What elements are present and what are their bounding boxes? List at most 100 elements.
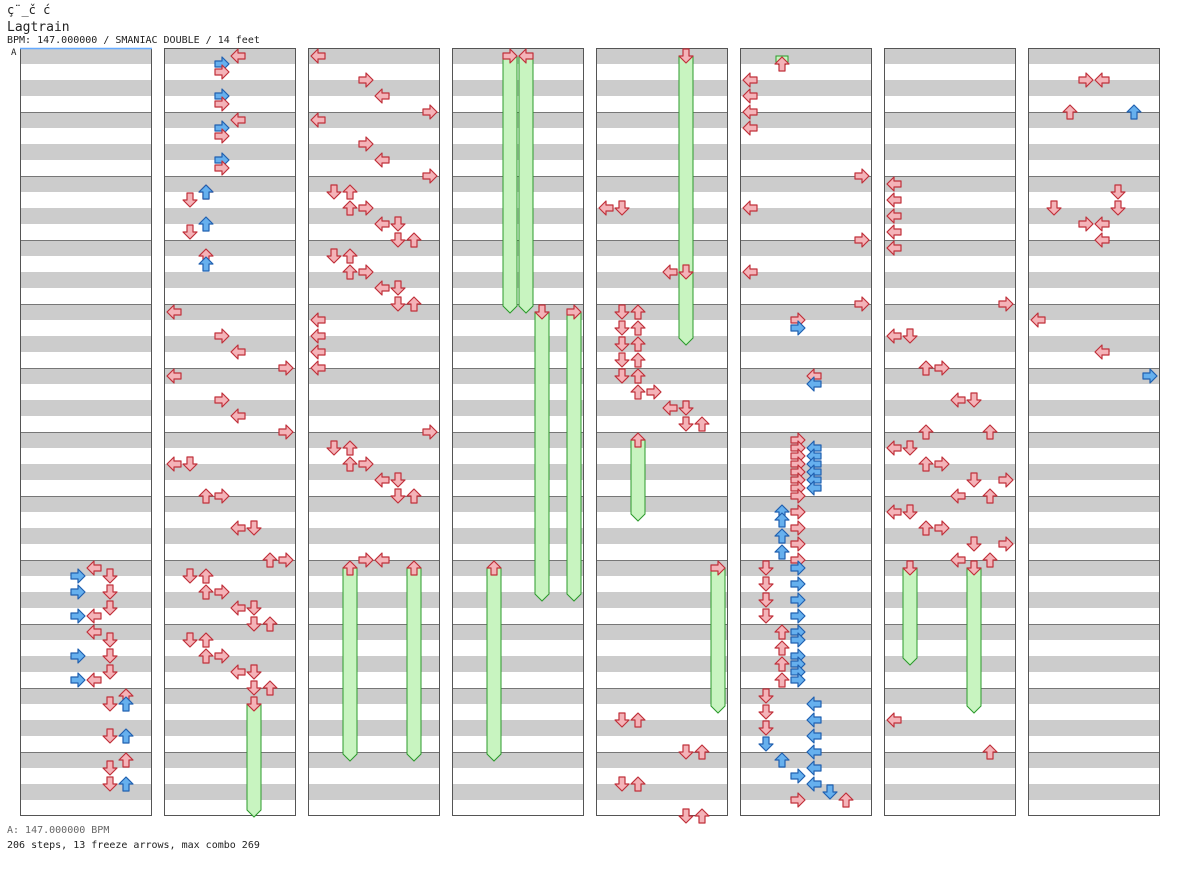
- beat-stripe: [164, 368, 296, 384]
- step-arrow-red: [630, 304, 646, 320]
- step-arrow-red: [310, 48, 326, 64]
- beat-stripe: [20, 656, 152, 672]
- step-arrow-blue: [774, 544, 790, 560]
- beat-stripe: [1028, 784, 1160, 800]
- step-arrow-red: [278, 424, 294, 440]
- beat-stripe: [596, 560, 728, 576]
- step-arrow-red: [358, 552, 374, 568]
- step-arrow-red: [102, 760, 118, 776]
- beat-stripe: [452, 496, 584, 512]
- freeze-arrow-head: [534, 304, 550, 320]
- step-arrow-red: [742, 72, 758, 88]
- step-arrow-red: [758, 704, 774, 720]
- step-arrow-red: [406, 488, 422, 504]
- beat-stripe: [1028, 304, 1160, 320]
- beat-stripe: [1028, 48, 1160, 64]
- step-arrow-red: [198, 568, 214, 584]
- beat-stripe: [308, 208, 440, 224]
- step-arrow-red: [1110, 184, 1126, 200]
- step-arrow-red: [422, 104, 438, 120]
- beat-stripe: [452, 528, 584, 544]
- step-arrow-blue: [198, 216, 214, 232]
- step-arrow-red: [390, 216, 406, 232]
- beat-stripe: [308, 304, 440, 320]
- beat-stripe: [740, 656, 872, 672]
- step-arrow-red: [102, 568, 118, 584]
- beat-stripe: [884, 304, 1016, 320]
- beat-stripe: [740, 368, 872, 384]
- beat-stripe: [164, 560, 296, 576]
- beat-stripe: [20, 560, 152, 576]
- step-arrow-red: [358, 72, 374, 88]
- step-arrow-red: [166, 304, 182, 320]
- beat-stripe: [452, 592, 584, 608]
- step-arrow-blue: [118, 696, 134, 712]
- song-title: Lagtrain: [7, 20, 70, 35]
- step-arrow-red: [86, 624, 102, 640]
- step-arrow-red: [422, 168, 438, 184]
- freeze-arrow-head: [566, 304, 582, 320]
- step-arrow-red: [982, 744, 998, 760]
- bpm-summary: A: 147.000000 BPM: [7, 825, 110, 836]
- step-arrow-red: [246, 600, 262, 616]
- step-arrow-red: [886, 240, 902, 256]
- freeze-arrow-head: [774, 56, 790, 72]
- beat-stripe: [740, 304, 872, 320]
- beat-stripe: [452, 272, 584, 288]
- beat-stripe: [596, 304, 728, 320]
- beat-stripe: [452, 144, 584, 160]
- beat-stripe: [740, 592, 872, 608]
- beat-stripe: [596, 656, 728, 672]
- beat-stripe: [884, 688, 1016, 704]
- step-arrow-red: [758, 608, 774, 624]
- step-arrow-blue: [70, 672, 86, 688]
- step-arrow-blue: [1126, 104, 1142, 120]
- beat-stripe: [20, 112, 152, 128]
- beat-stripe: [596, 688, 728, 704]
- beat-stripe: [884, 208, 1016, 224]
- step-arrow-red: [790, 504, 806, 520]
- step-arrow-red: [630, 336, 646, 352]
- step-arrow-red: [102, 776, 118, 792]
- step-arrow-red: [614, 352, 630, 368]
- freeze-arrow-body: [518, 55, 534, 314]
- beat-stripe: [884, 112, 1016, 128]
- beat-stripe: [596, 80, 728, 96]
- beat-stripe: [884, 656, 1016, 672]
- step-arrow-red: [854, 168, 870, 184]
- beat-stripe: [452, 432, 584, 448]
- beat-stripe: [1028, 240, 1160, 256]
- beat-stripe: [164, 496, 296, 512]
- step-arrow-blue: [1142, 368, 1158, 384]
- freeze-arrow-body: [502, 55, 518, 314]
- beat-stripe: [20, 144, 152, 160]
- step-arrow-blue: [118, 728, 134, 744]
- step-arrow-red: [182, 456, 198, 472]
- freeze-arrow-body: [246, 703, 262, 818]
- step-arrow-red: [86, 672, 102, 688]
- step-arrow-red: [230, 344, 246, 360]
- step-arrow-blue: [774, 752, 790, 768]
- step-arrow-red: [310, 360, 326, 376]
- step-arrow-red: [358, 136, 374, 152]
- step-arrow-blue: [774, 528, 790, 544]
- step-arrow-red: [758, 560, 774, 576]
- column-border: [596, 48, 728, 816]
- step-arrow-red: [934, 520, 950, 536]
- step-arrow-red: [742, 200, 758, 216]
- beat-stripe: [452, 560, 584, 576]
- step-arrow-red: [262, 552, 278, 568]
- step-arrow-red: [614, 776, 630, 792]
- step-arrow-blue: [806, 712, 822, 728]
- step-arrow-red: [774, 656, 790, 672]
- step-arrow-red: [998, 472, 1014, 488]
- step-arrow-red: [678, 400, 694, 416]
- step-arrow-red: [198, 632, 214, 648]
- beat-stripe: [308, 240, 440, 256]
- beat-stripe: [164, 336, 296, 352]
- step-arrow-red: [118, 752, 134, 768]
- freeze-arrow-body: [630, 439, 646, 522]
- beat-stripe: [164, 304, 296, 320]
- beat-stripe: [596, 752, 728, 768]
- step-arrow-red: [614, 320, 630, 336]
